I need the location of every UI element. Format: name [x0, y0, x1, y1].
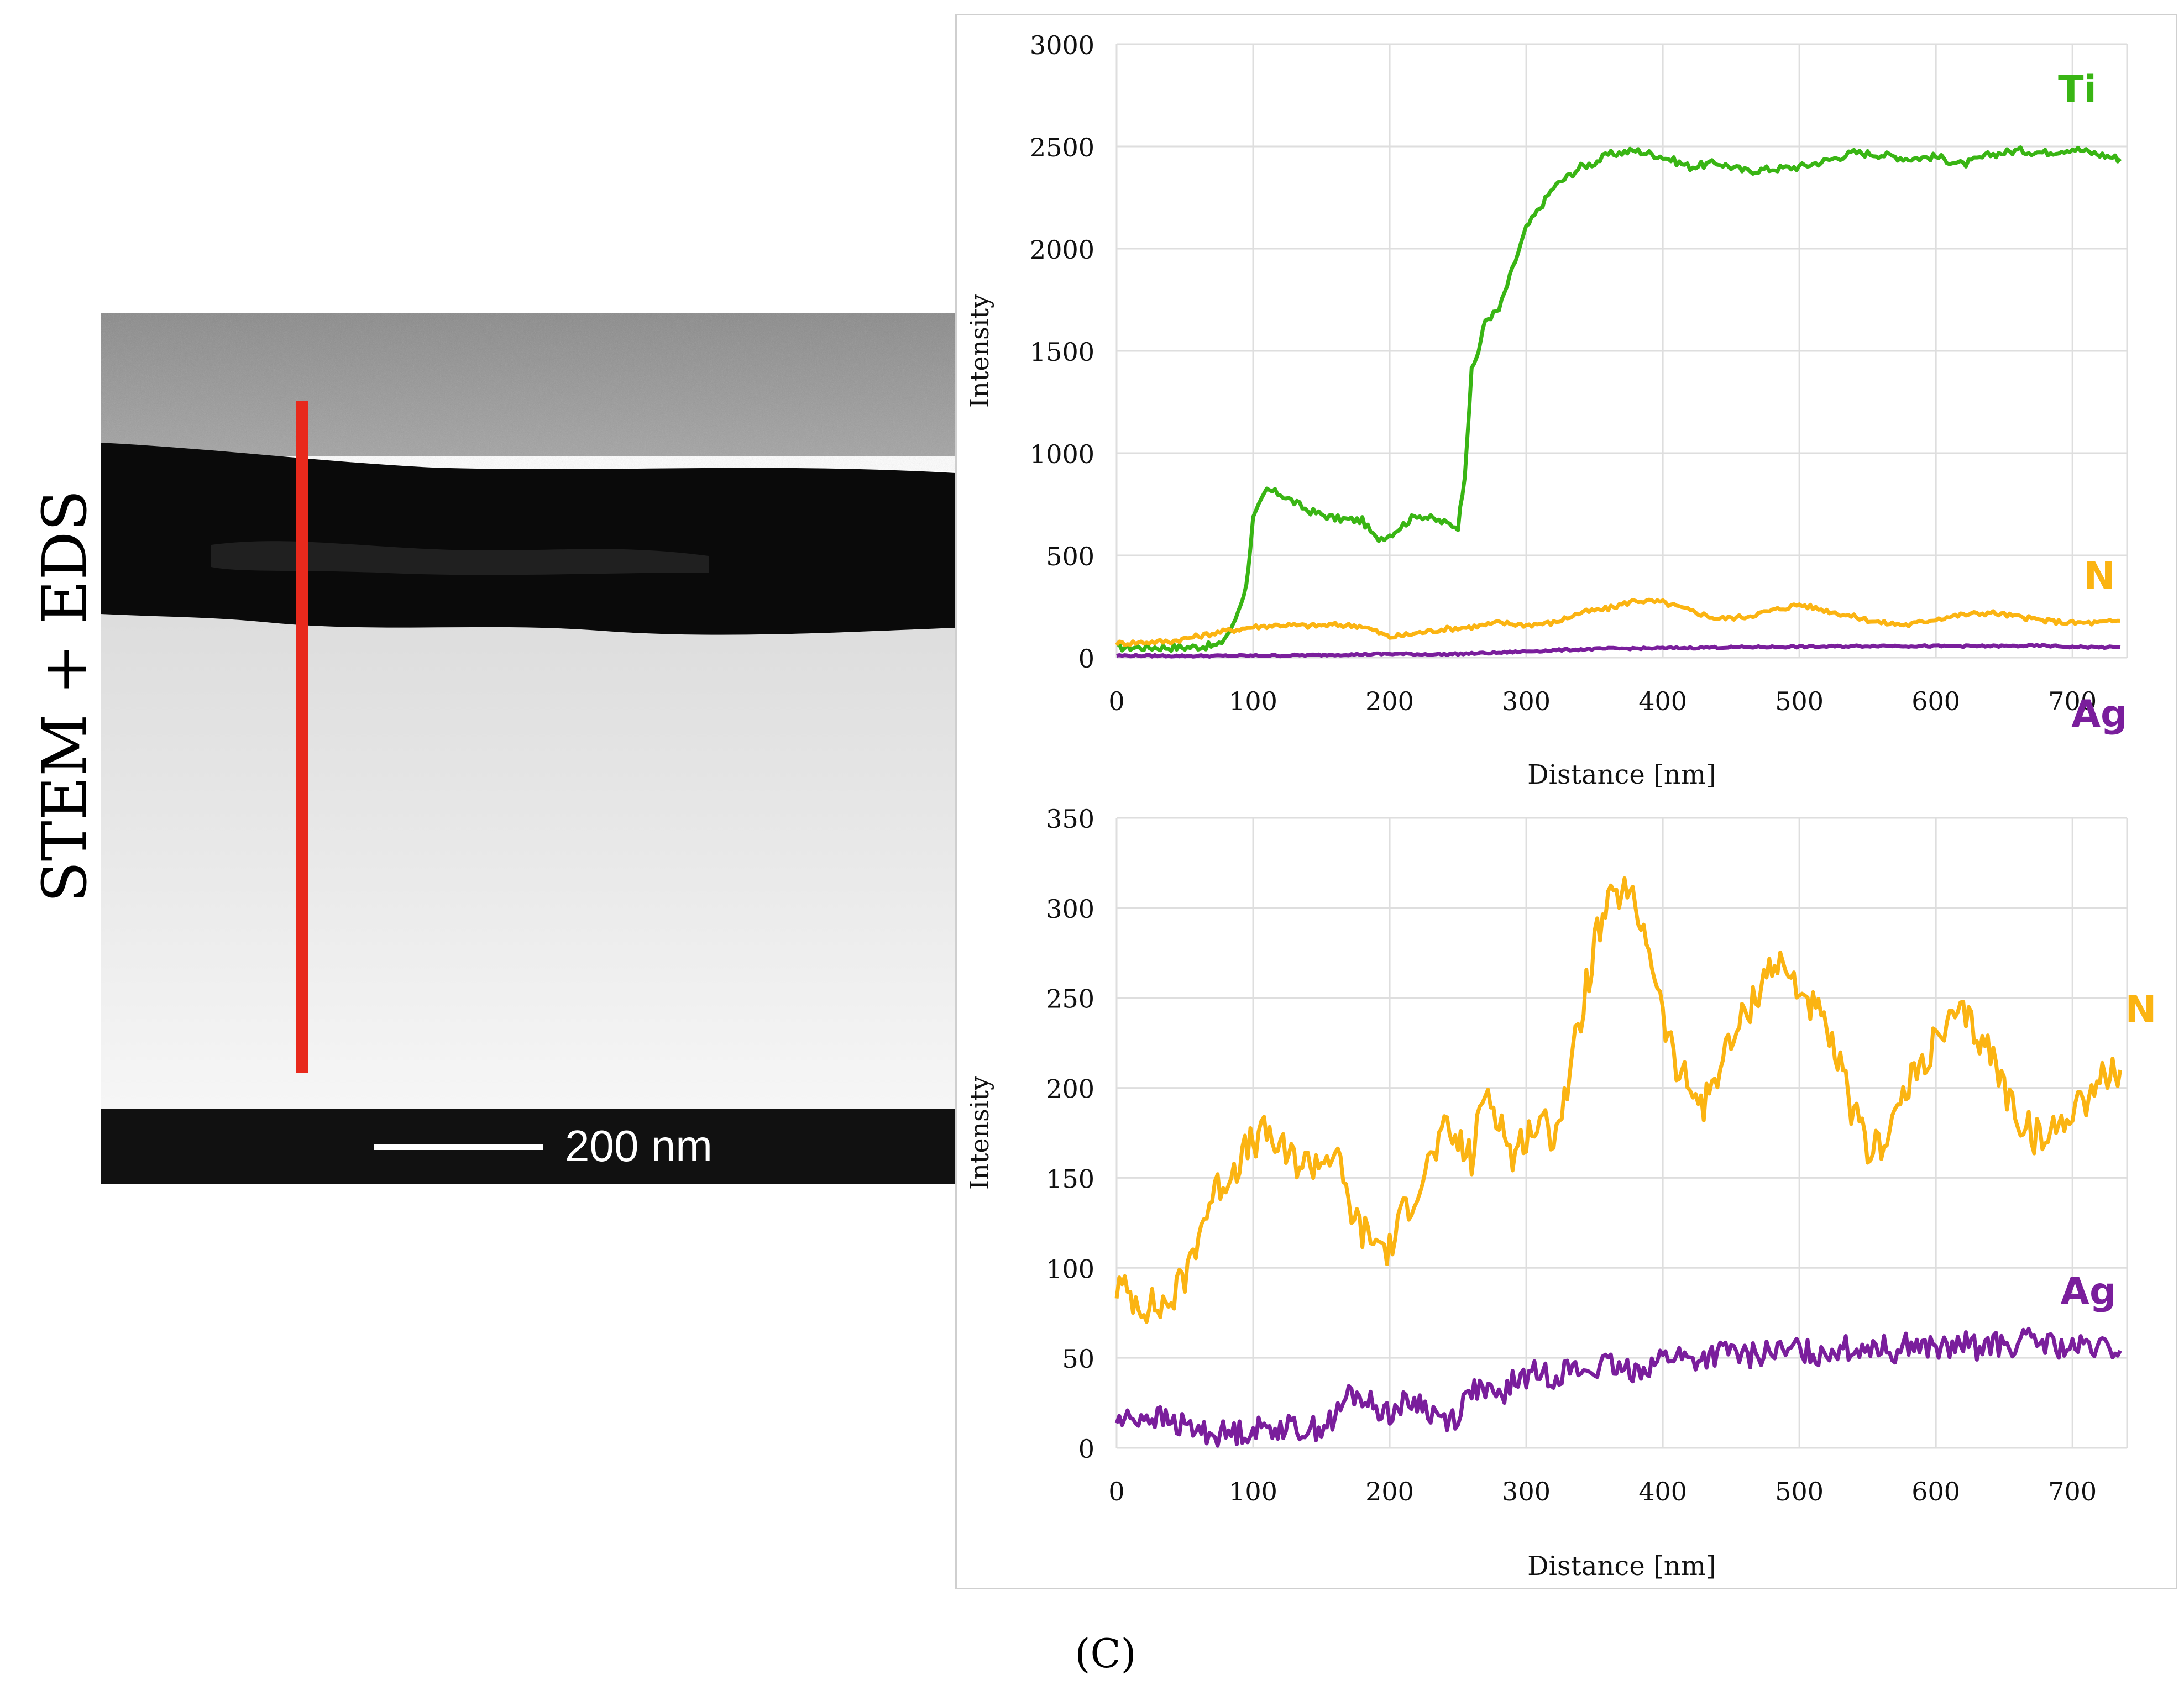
chart-0-ytick-label: 2000 — [1030, 235, 1094, 265]
micrograph-substrate — [101, 600, 955, 1109]
chart-0-ytick-label: 3000 — [1030, 30, 1094, 60]
chart-1-xtick-label: 400 — [1638, 1477, 1687, 1506]
chart-1-legend-Ag: Ag — [2060, 1270, 2116, 1314]
chart-0-ytick-label: 1000 — [1030, 439, 1094, 469]
chart-1-xtick-label: 0 — [1108, 1477, 1124, 1506]
chart-1-series-Ag — [1114, 1326, 2122, 1448]
side-label: STEM + EDS — [29, 365, 100, 1028]
chart-1-ytick-label: 50 — [1062, 1344, 1094, 1374]
scale-bar-label: 200 nm — [565, 1121, 713, 1170]
chart-1-ytick-label: 250 — [1046, 984, 1094, 1014]
chart-1-ylabel: Intensity — [965, 1076, 994, 1190]
chart-0-xtick-label: 200 — [1365, 686, 1414, 716]
micrograph-dark-layer — [101, 443, 955, 635]
chart-1-ytick-label: 350 — [1046, 804, 1094, 834]
chart-0-ytick-label: 2500 — [1030, 133, 1094, 162]
panel-label: (C) — [1075, 1630, 1136, 1677]
chart-0-xtick-label: 400 — [1638, 686, 1687, 716]
chart-1-xtick-label: 300 — [1502, 1477, 1551, 1506]
stem-micrograph: 200 nm — [101, 313, 955, 1184]
chart-0-xtick-label: 100 — [1229, 686, 1277, 716]
chart-0-xtick-label: 300 — [1502, 686, 1551, 716]
chart-0-legend-N: N — [2084, 554, 2115, 598]
chart-bottom: 0 50 100 150 200 250 300 350 0 100 200 300 400 500 600… — [955, 796, 2174, 1581]
chart-0-ytick-label: 1500 — [1030, 337, 1094, 367]
chart-0-series-Ag — [1116, 643, 2121, 659]
chart-0-ytick-label: 500 — [1046, 542, 1094, 571]
side-label-text: STEM + EDS — [33, 490, 99, 903]
chart-0-svg: 0 500 1000 1500 2000 2500 3000 0 100 200 300 400 500… — [965, 30, 2128, 787]
chart-1-svg: 0 50 100 150 200 250 300 350 0 100 200 300 400 500 600… — [965, 804, 2157, 1581]
chart-1-ytick-label: 0 — [1078, 1434, 1094, 1464]
chart-0-ytick-label: 0 — [1078, 644, 1094, 674]
chart-1-ytick-label: 300 — [1046, 894, 1094, 924]
chart-1-legend-N: N — [2125, 988, 2157, 1032]
chart-0-legend-Ti: Ti — [2058, 68, 2097, 112]
chart-0-series-Ti — [1116, 145, 2122, 653]
chart-1-xtick-label: 500 — [1775, 1477, 1824, 1506]
chart-1-ytick-label: 100 — [1046, 1254, 1094, 1284]
chart-1-xtick-label: 200 — [1365, 1477, 1414, 1506]
chart-frame — [955, 14, 2177, 1589]
chart-0-xtick-label: 0 — [1108, 686, 1124, 716]
chart-0-xlabel: Distance [nm] — [1527, 759, 1716, 787]
chart-0-xtick-label: 500 — [1775, 686, 1824, 716]
chart-0-ylabel: Intensity — [965, 294, 994, 408]
chart-1-xtick-label: 700 — [2048, 1477, 2097, 1506]
chart-1-xlabel: Distance [nm] — [1527, 1551, 1716, 1581]
chart-1-xtick-label: 100 — [1229, 1477, 1277, 1506]
chart-0-legend-Ag: Ag — [2071, 692, 2127, 736]
chart-0-series-N — [1115, 597, 2120, 647]
chart-1-series-N — [1114, 876, 2123, 1324]
chart-1-ytick-label: 200 — [1046, 1074, 1094, 1104]
chart-0-xtick-label: 700 — [2048, 686, 2097, 716]
chart-0-xtick-label: 600 — [1911, 686, 1960, 716]
chart-top: 0 500 1000 1500 2000 2500 3000 0 100 200 300 400 500… — [955, 14, 2174, 787]
chart-1-ytick-label: 150 — [1046, 1164, 1094, 1194]
chart-1-xtick-label: 600 — [1911, 1477, 1960, 1506]
